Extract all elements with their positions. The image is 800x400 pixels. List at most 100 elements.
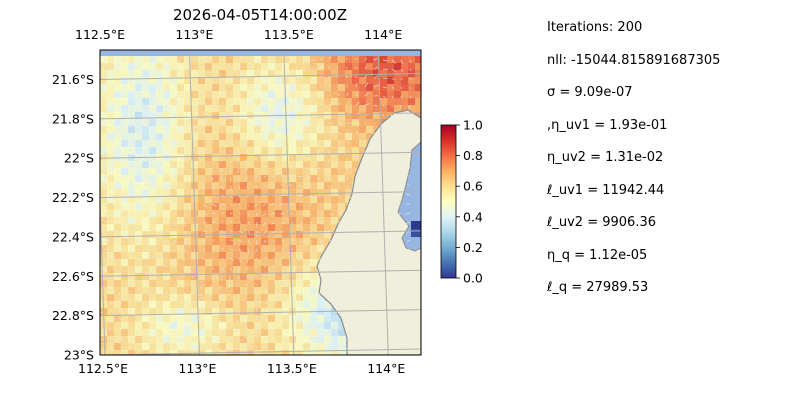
current-vector xyxy=(182,131,186,136)
heatmap-cell xyxy=(149,70,157,78)
current-vector xyxy=(182,291,186,295)
heatmap-cell xyxy=(303,266,311,274)
heatmap-cell xyxy=(177,308,185,316)
heatmap-cell xyxy=(142,126,150,134)
current-vector xyxy=(328,212,333,216)
heatmap-cell xyxy=(226,350,234,355)
heatmap-cell xyxy=(219,154,227,162)
heatmap-cell xyxy=(219,133,227,141)
heatmap-cell xyxy=(233,343,241,351)
current-vector xyxy=(236,310,240,313)
heatmap-cell xyxy=(247,238,255,246)
current-vector xyxy=(308,185,312,189)
heatmap-cell xyxy=(107,126,115,134)
heatmap-cell xyxy=(303,126,311,134)
heatmap-cell xyxy=(310,203,318,211)
heatmap-cell xyxy=(107,168,115,176)
heatmap-cell xyxy=(254,245,262,253)
current-vector xyxy=(265,316,269,322)
current-vector xyxy=(180,149,186,152)
heatmap-cell xyxy=(282,133,290,141)
heatmap-cell xyxy=(261,294,269,302)
heatmap-cell xyxy=(100,217,108,225)
heatmap-cell xyxy=(100,336,108,344)
current-vector xyxy=(400,336,404,340)
current-vector xyxy=(201,275,204,280)
current-vector xyxy=(103,185,106,189)
current-vector xyxy=(363,167,366,173)
heatmap-cell xyxy=(296,77,304,85)
current-vector xyxy=(298,148,303,151)
current-vector xyxy=(396,221,402,225)
heatmap-cell xyxy=(296,119,304,127)
current-vector xyxy=(200,347,204,350)
heatmap-cell xyxy=(177,280,185,288)
heatmap-cell xyxy=(233,336,241,344)
heatmap-cell xyxy=(254,140,262,148)
current-vector xyxy=(245,275,249,278)
heatmap-cell xyxy=(331,154,339,162)
heatmap-cell xyxy=(324,238,332,246)
heatmap-cell xyxy=(184,133,192,141)
heatmap-cell xyxy=(198,161,206,169)
current-vector xyxy=(255,194,258,197)
current-vector xyxy=(361,284,366,288)
heatmap-cell xyxy=(205,84,213,92)
heatmap-cell xyxy=(268,238,276,246)
heatmap-cell xyxy=(212,140,220,148)
current-vector xyxy=(301,104,304,109)
current-vector xyxy=(405,221,411,225)
heatmap-cell xyxy=(163,301,171,309)
heatmap-cell xyxy=(268,308,276,316)
heatmap-cell xyxy=(128,315,136,323)
heatmap-cell xyxy=(254,182,262,190)
heatmap-cell xyxy=(100,252,108,260)
stat-l-uv2: ℓ_uv2 = 9906.36 xyxy=(547,215,656,230)
heatmap-cell xyxy=(205,245,213,253)
heatmap-cell xyxy=(366,70,374,78)
current-vector xyxy=(290,156,294,160)
heatmap-cell xyxy=(177,196,185,204)
heatmap-cell xyxy=(345,133,353,141)
y-tick-label: 21.8°S xyxy=(52,111,94,126)
heatmap-cell xyxy=(233,77,241,85)
current-vector xyxy=(364,212,368,215)
current-vector xyxy=(283,319,287,322)
heatmap-cell xyxy=(359,126,367,134)
heatmap-cell xyxy=(156,126,164,134)
current-vector xyxy=(346,167,348,171)
heatmap-cell xyxy=(268,266,276,274)
heatmap-cell xyxy=(226,147,234,155)
heatmap-cell xyxy=(303,140,311,148)
heatmap-cell xyxy=(261,161,269,169)
current-vector xyxy=(130,86,134,88)
current-vector xyxy=(112,74,115,79)
heatmap-cell xyxy=(233,273,241,281)
heatmap-cell xyxy=(233,259,241,267)
current-vector xyxy=(346,257,350,260)
heatmap-cell xyxy=(359,77,367,85)
heatmap-cell xyxy=(261,252,269,260)
heatmap-cell xyxy=(338,154,346,162)
heatmap-cell xyxy=(380,105,388,113)
heatmap-cell xyxy=(177,70,185,78)
heatmap-cell xyxy=(107,119,115,127)
heatmap-cell xyxy=(184,196,192,204)
current-vector xyxy=(148,59,151,62)
heatmap-cell xyxy=(275,133,283,141)
current-vector xyxy=(297,273,303,277)
current-vector xyxy=(283,345,286,349)
heatmap-cell xyxy=(296,196,304,204)
heatmap-cell xyxy=(121,63,129,71)
heatmap-cell xyxy=(226,238,234,246)
gridline-lon xyxy=(100,187,106,355)
heatmap-cell xyxy=(156,56,164,64)
heatmap-cell xyxy=(226,189,234,197)
heatmap-cell xyxy=(303,203,311,211)
heatmap-cell xyxy=(142,196,150,204)
current-vector xyxy=(270,122,276,126)
current-vector xyxy=(265,95,268,99)
heatmap-cell xyxy=(198,273,206,281)
current-vector xyxy=(103,93,106,97)
heatmap-cell xyxy=(142,252,150,260)
